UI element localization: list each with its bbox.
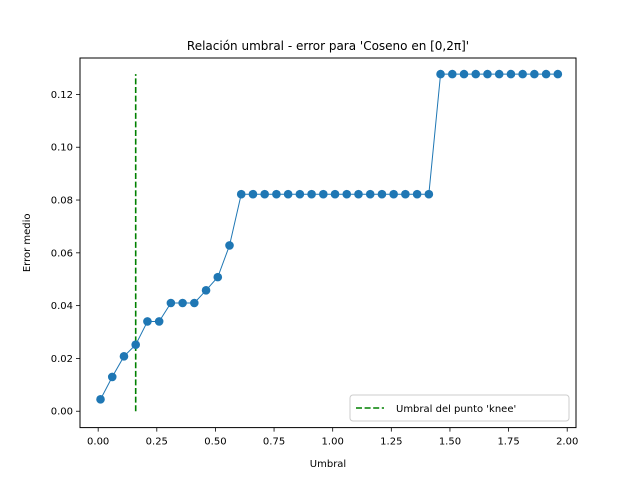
data-point: [96, 395, 105, 404]
x-tick-label: 1.50: [439, 437, 461, 448]
x-tick-label: 0.00: [87, 437, 109, 448]
y-tick-label: 0.04: [51, 301, 73, 312]
y-tick-label: 0.00: [51, 407, 73, 418]
data-point: [225, 241, 234, 250]
x-tick-label: 2.00: [556, 437, 578, 448]
data-point: [283, 189, 293, 199]
data-point: [483, 69, 492, 79]
data-point: [377, 189, 387, 199]
data-point: [506, 69, 516, 79]
x-tick-label: 1.25: [380, 437, 402, 448]
data-point: [553, 69, 563, 79]
data-point: [319, 189, 328, 199]
data-point: [307, 189, 316, 199]
data-point: [436, 69, 445, 79]
data-point: [401, 189, 410, 199]
x-tick-label: 0.25: [146, 437, 168, 448]
data-point: [424, 189, 434, 199]
y-tick-label: 0.08: [51, 196, 73, 207]
data-point: [248, 189, 258, 199]
legend-frame: [349, 394, 570, 422]
x-axis-title: Umbral: [310, 459, 346, 470]
data-point: [190, 298, 199, 308]
data-point: [201, 286, 211, 295]
data-point: [295, 189, 305, 199]
x-axis: 0.00 0.25 0.50 0.75 1.00 1.25 1.50 1.75 2.00: [87, 427, 578, 448]
data-point: [412, 189, 422, 199]
x-tick-label: 1.00: [322, 437, 344, 448]
data-point: [178, 298, 187, 308]
y-tick-label: 0.02: [51, 354, 73, 365]
data-point: [213, 272, 223, 282]
data-point: [354, 189, 363, 199]
data-point: [143, 317, 152, 326]
legend-label-knee: Umbral del punto 'knee': [396, 404, 516, 415]
data-point: [541, 69, 551, 79]
data-point: [447, 69, 457, 79]
data-point: [260, 189, 269, 199]
y-tick-label: 0.12: [51, 90, 73, 101]
data-point: [471, 69, 481, 79]
y-tick-label: 0.06: [51, 248, 73, 259]
chart-title: Relación umbral - error para 'Coseno en …: [187, 39, 469, 53]
series-line: [100, 73, 558, 400]
data-point: [131, 340, 140, 350]
y-axis-title: Error medio: [22, 213, 33, 272]
data-point: [119, 352, 129, 361]
data-point: [107, 372, 117, 382]
data-point: [459, 69, 469, 79]
data-point: [236, 189, 246, 199]
plot-area: [96, 69, 563, 412]
y-axis: 0.00 0.02 0.04 0.06 0.08 0.10 0.12: [51, 90, 80, 418]
data-point: [154, 317, 164, 326]
data-point: [272, 189, 281, 199]
data-point: [342, 189, 352, 199]
data-point: [166, 298, 176, 308]
axes-frame: [79, 57, 577, 429]
data-point: [518, 69, 527, 79]
data-point: [530, 69, 539, 79]
legend: Umbral del punto 'knee': [349, 394, 570, 422]
y-tick-label: 0.10: [51, 143, 73, 154]
data-point: [365, 189, 375, 199]
x-tick-label: 0.75: [263, 437, 285, 448]
x-tick-label: 1.75: [497, 437, 519, 448]
data-point: [330, 189, 340, 199]
data-point: [389, 189, 398, 199]
data-point: [494, 69, 504, 79]
x-tick-label: 0.50: [204, 437, 226, 448]
